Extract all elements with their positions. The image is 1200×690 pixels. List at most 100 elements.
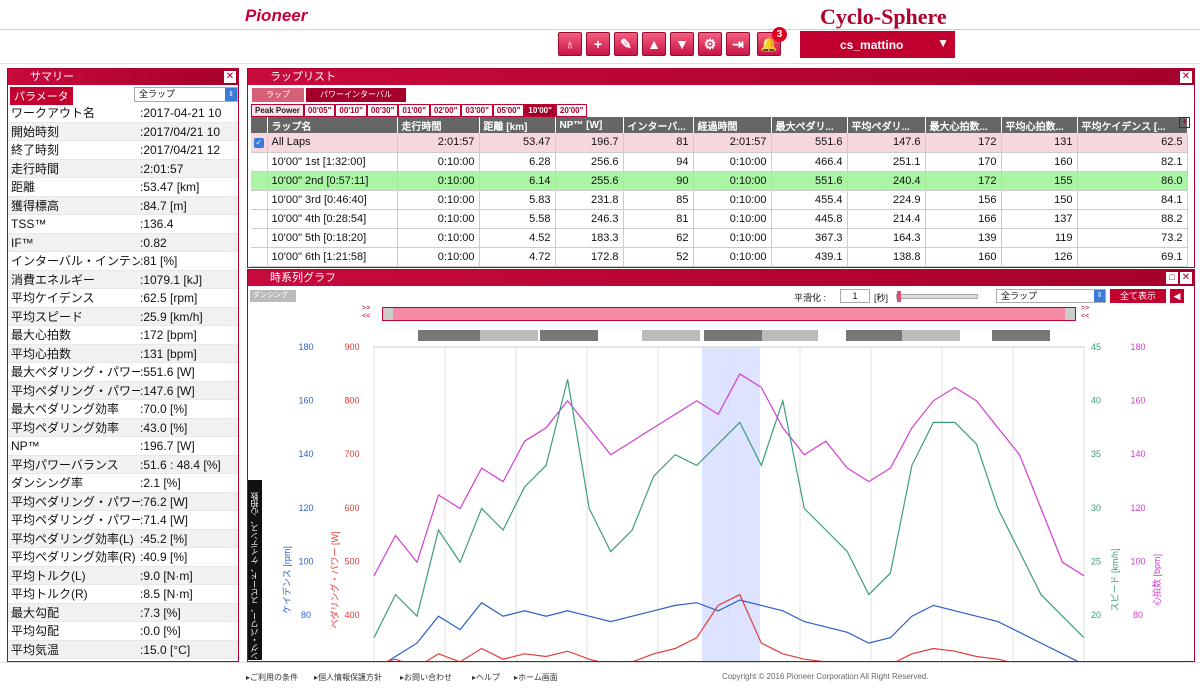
column-header[interactable]: 距離 [km]	[479, 117, 556, 133]
tab-power-interval[interactable]: パワーインターバル	[306, 88, 406, 102]
lap-segment[interactable]	[846, 330, 902, 341]
table-cell: 10'00" 5th [0:18:20]	[267, 228, 398, 248]
lap-segment[interactable]	[704, 330, 762, 341]
axis-tick-label: 80	[1133, 610, 1143, 620]
table-cell: 85	[623, 190, 694, 210]
lap-table: ラップ名 走行時間 距離 [km] NP™ [W] インターバ... 経過時間 最大ペダリ.…	[251, 117, 1188, 267]
peak-duration-button[interactable]: 00'05"	[303, 104, 336, 117]
smoothing-slider[interactable]	[896, 291, 978, 302]
gear-icon[interactable]: ⚙	[698, 32, 722, 56]
dancing-toggle[interactable]: ダンシング	[250, 290, 296, 302]
param-value: :25.9 [km/h]	[140, 309, 203, 324]
param-value: :172 [bpm]	[140, 328, 197, 342]
notification-badge: 3	[772, 27, 787, 42]
edit-icon[interactable]: ✎	[614, 32, 638, 56]
lap-segment[interactable]	[642, 330, 700, 341]
row-checkbox[interactable]	[251, 171, 268, 191]
export-icon[interactable]: ⇥	[726, 32, 750, 56]
axis-tick-label: 180	[298, 342, 313, 352]
close-icon[interactable]: ✕	[1180, 71, 1192, 83]
table-cell: 5.83	[479, 190, 556, 210]
plus-icon[interactable]: +	[586, 32, 610, 56]
peak-duration-button[interactable]: 00'10"	[335, 104, 367, 117]
row-checkbox[interactable]	[251, 152, 268, 172]
table-row[interactable]: 10'00" 5th [0:18:20] 0:10:00 4.52 183.3 62 0:…	[251, 228, 1188, 248]
footer-link-help[interactable]: ▸ヘルプ	[472, 673, 501, 682]
footer-link-privacy[interactable]: ▸個人情報保護方針	[314, 673, 383, 682]
add-column-icon[interactable]: +	[1179, 117, 1190, 128]
footer-link-home[interactable]: ▸ホーム画面	[514, 673, 558, 682]
table-row[interactable]: 10'00" 3rd [0:46:40] 0:10:00 5.83 231.8 85 0:…	[251, 190, 1188, 210]
table-row[interactable]: 10'00" 4th [0:28:54] 0:10:00 5.58 246.3 81 0:…	[251, 209, 1188, 229]
param-row: 最大ペダリング効率:70.0 [%]	[8, 400, 238, 419]
table-cell: 255.6	[555, 171, 624, 191]
dropdown-arrow-icon: ▼	[937, 36, 949, 50]
graph-lap-select[interactable]: 全ラップ ⇕	[996, 289, 1106, 303]
peak-duration-button[interactable]: 20'00"	[555, 104, 588, 117]
param-row: NP™:196.7 [W]	[8, 437, 238, 456]
maximize-icon[interactable]: □	[1166, 272, 1178, 284]
user-dropdown[interactable]: cs_mattino ▼	[800, 31, 955, 58]
close-icon[interactable]: ✕	[224, 71, 236, 83]
column-header[interactable]: 走行時間	[397, 117, 480, 133]
lap-segment[interactable]	[762, 330, 818, 341]
range-bar[interactable]	[382, 307, 1076, 321]
param-key: 平均心拍数	[11, 346, 72, 361]
timeseries-chart[interactable]: 180 160 140 120 100 80 900 800 700 600 500 400 45 40 3…	[248, 330, 1194, 662]
column-header[interactable]: 最大ペダリ...	[771, 117, 848, 133]
column-header[interactable]: 平均心拍数...	[1001, 117, 1078, 133]
lap-segment[interactable]	[480, 330, 538, 341]
range-right-arrows-icon[interactable]: >> <<	[1081, 305, 1090, 320]
table-row[interactable]: 10'00" 1st [1:32:00] 0:10:00 6.28 256.6 94 0:…	[251, 152, 1188, 172]
bike-icon[interactable]: ♁	[558, 32, 582, 56]
column-header[interactable]: NP™ [W]	[555, 117, 624, 133]
column-header[interactable]: 最大心拍数...	[925, 117, 1002, 133]
column-header[interactable]: 経過時間	[693, 117, 772, 133]
peak-duration-button[interactable]: 10'00"	[524, 104, 556, 117]
table-cell: 2:01:57	[397, 133, 480, 153]
arrow-down-icon[interactable]: ▼	[670, 32, 694, 56]
lap-select-value: 全ラップ	[139, 89, 176, 99]
table-cell: 183.3	[555, 228, 624, 248]
range-handle-left[interactable]	[383, 308, 393, 320]
row-checkbox[interactable]	[251, 209, 268, 229]
column-header[interactable]: インターバ...	[623, 117, 694, 133]
tab-lap[interactable]: ラップ	[252, 88, 304, 102]
arrow-up-icon[interactable]: ▲	[642, 32, 666, 56]
table-row[interactable]: ✓ All Laps 2:01:57 53.47 196.7 81 2:01:57 551.6…	[251, 133, 1188, 153]
table-row[interactable]: 10'00" 2nd [0:57:11] 0:10:00 6.14 255.6 90 0:…	[251, 171, 1188, 191]
column-header[interactable]: 平均ペダリ...	[847, 117, 926, 133]
summary-title-bar: サマリー ✕	[8, 69, 238, 85]
param-key: 走行時間	[11, 161, 60, 176]
lap-segment[interactable]	[540, 330, 598, 341]
show-all-button[interactable]: 全て表示	[1110, 289, 1166, 303]
back-arrow-icon[interactable]: ◀	[1170, 289, 1184, 303]
table-row[interactable]: 10'00" 6th [1:21:58] 0:10:00 4.72 172.8 52 0:…	[251, 247, 1188, 267]
param-value: :131 [bpm]	[140, 346, 197, 361]
peak-duration-button[interactable]: 02'00"	[429, 104, 462, 117]
lap-segment[interactable]	[902, 330, 960, 341]
range-handle-right[interactable]	[1065, 308, 1075, 320]
close-icon[interactable]: ✕	[1180, 272, 1192, 284]
lap-segment[interactable]	[992, 330, 1050, 341]
column-header[interactable]: ラップ名	[267, 117, 398, 133]
table-cell: 0:10:00	[397, 209, 480, 229]
footer-link-contact[interactable]: ▸お問い合わせ	[400, 673, 453, 682]
peak-duration-button[interactable]: 00'30"	[366, 104, 399, 117]
table-cell: 256.6	[555, 152, 624, 172]
peak-duration-button[interactable]: 01'00"	[398, 104, 430, 117]
smoothing-input[interactable]: 1	[840, 289, 870, 303]
lap-select[interactable]: 全ラップ ⇕	[134, 87, 238, 102]
param-row: 走行時間:2:01:57	[8, 159, 238, 178]
row-checkbox[interactable]	[251, 247, 268, 267]
peak-duration-button[interactable]: 05'00"	[492, 104, 525, 117]
row-checkbox[interactable]	[251, 190, 268, 210]
range-left-arrows-icon[interactable]: >> <<	[362, 305, 371, 320]
lap-segment[interactable]	[418, 330, 480, 341]
footer-link-terms[interactable]: ▸ご利用の条件	[246, 673, 299, 682]
peak-duration-button[interactable]: 03'00"	[461, 104, 493, 117]
param-row: 最大心拍数:172 [bpm]	[8, 326, 238, 345]
row-checkbox[interactable]: ✓	[251, 133, 268, 153]
row-checkbox[interactable]	[251, 228, 268, 248]
column-header[interactable]: 平均ケイデンス [...	[1077, 117, 1188, 133]
